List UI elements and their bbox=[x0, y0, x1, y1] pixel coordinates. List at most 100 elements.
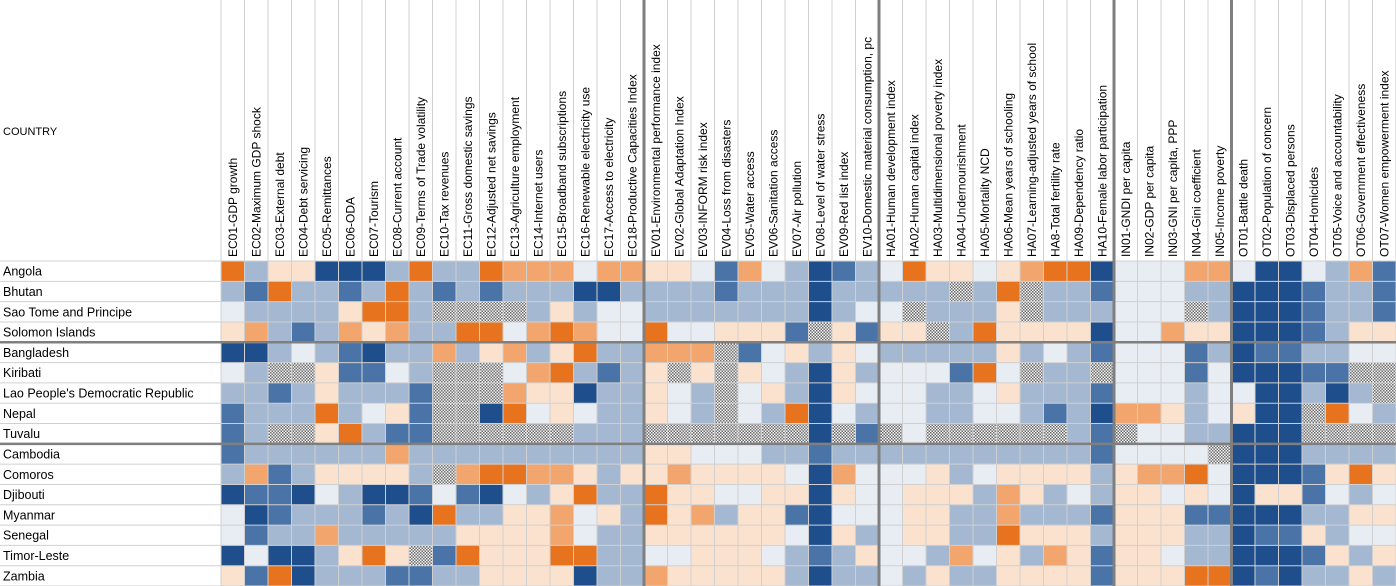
heatmap-cell bbox=[1255, 443, 1279, 465]
heatmap-cell bbox=[785, 484, 809, 506]
heatmap-cell bbox=[879, 464, 903, 485]
heatmap-cell bbox=[832, 525, 856, 546]
heatmap-cell bbox=[291, 525, 316, 546]
heatmap-cell bbox=[315, 403, 339, 424]
heatmap-cell bbox=[456, 464, 480, 485]
heatmap-cell bbox=[244, 301, 269, 323]
heatmap-cell bbox=[1208, 464, 1232, 485]
heatmap-cell bbox=[456, 321, 480, 343]
heatmap-cell bbox=[808, 301, 833, 323]
heatmap-cell bbox=[1043, 403, 1068, 424]
heatmap-cell bbox=[832, 281, 856, 302]
heatmap-cell bbox=[855, 301, 880, 323]
heatmap-cell bbox=[973, 382, 997, 404]
heatmap-cell bbox=[1114, 484, 1138, 506]
heatmap-cell bbox=[949, 342, 974, 363]
column-label: IN03-GNI per capita, PPP bbox=[1166, 120, 1180, 257]
heatmap-cell bbox=[456, 382, 480, 404]
heatmap-cell bbox=[244, 403, 269, 424]
heatmap-cell bbox=[926, 281, 950, 302]
heatmap-cell bbox=[785, 403, 809, 424]
heatmap-cell bbox=[362, 525, 386, 546]
heatmap-cell bbox=[550, 382, 574, 404]
heatmap-cell bbox=[996, 301, 1021, 323]
row-label: Lao People's Democratic Republic bbox=[3, 387, 194, 401]
heatmap-cell bbox=[879, 382, 903, 404]
heatmap-cell bbox=[1090, 342, 1115, 363]
heatmap-cell bbox=[926, 403, 950, 424]
heatmap-cell bbox=[479, 443, 504, 465]
heatmap-cell bbox=[855, 382, 880, 404]
heatmap-cell bbox=[1043, 281, 1068, 302]
heatmap-cell bbox=[691, 423, 715, 445]
heatmap-cell bbox=[926, 545, 950, 566]
heatmap-cell bbox=[855, 342, 880, 363]
column-labels: EC01-GDP growth EC02-Maximum GDP shock EC0… bbox=[226, 37, 1392, 257]
heatmap-cell bbox=[221, 281, 245, 302]
heatmap-cell bbox=[761, 382, 786, 404]
heatmap-cell bbox=[479, 301, 504, 323]
column-label: EC18-Productive Capacities Index bbox=[625, 74, 639, 257]
heatmap-cell bbox=[855, 525, 880, 546]
heatmap-cell bbox=[1090, 281, 1115, 302]
column-label: EC07-Tourism bbox=[367, 181, 381, 257]
heatmap-cell bbox=[1161, 281, 1185, 302]
heatmap-cell bbox=[879, 362, 903, 384]
heatmap-cell bbox=[714, 403, 739, 424]
heatmap-cell bbox=[644, 423, 668, 445]
heatmap-cell bbox=[926, 464, 950, 485]
heatmap-cell bbox=[456, 484, 480, 506]
heatmap-cell bbox=[667, 423, 692, 445]
heatmap-cell bbox=[409, 565, 433, 586]
row-label: Timor-Leste bbox=[3, 549, 69, 563]
heatmap-cell bbox=[1137, 565, 1162, 586]
column-label: EV04-Loss from disasters bbox=[719, 120, 733, 257]
heatmap-cell bbox=[597, 443, 621, 465]
heatmap-cell bbox=[1231, 261, 1256, 282]
heatmap-cell bbox=[1325, 281, 1350, 302]
heatmap-cell bbox=[526, 342, 551, 363]
heatmap-cell bbox=[714, 504, 739, 526]
heatmap-cell bbox=[1043, 342, 1068, 363]
heatmap-cell bbox=[503, 301, 527, 323]
heatmap-cell bbox=[714, 464, 739, 485]
heatmap-cell bbox=[738, 464, 762, 485]
heatmap-cell bbox=[338, 403, 363, 424]
heatmap-cell bbox=[667, 281, 692, 302]
heatmap-cell bbox=[409, 464, 433, 485]
heatmap-cell bbox=[1161, 382, 1185, 404]
heatmap-cell bbox=[550, 403, 574, 424]
heatmap-cell bbox=[1349, 362, 1373, 384]
heatmap-cell bbox=[761, 261, 786, 282]
heatmap-cell bbox=[1090, 504, 1115, 526]
heatmap-cell bbox=[1302, 565, 1326, 586]
heatmap-cell bbox=[1161, 464, 1185, 485]
heatmap-cell bbox=[785, 342, 809, 363]
heatmap-cell bbox=[409, 321, 433, 343]
heatmap-cell bbox=[479, 342, 504, 363]
column-label: EC17-Access to electricity bbox=[602, 118, 616, 257]
heatmap-cell bbox=[949, 504, 974, 526]
heatmap-cell bbox=[808, 403, 833, 424]
heatmap-cell bbox=[1137, 321, 1162, 343]
heatmap-cell bbox=[902, 545, 927, 566]
heatmap-cell bbox=[738, 403, 762, 424]
heatmap-cell bbox=[667, 464, 692, 485]
heatmap-cell bbox=[338, 484, 363, 506]
column-label: EC13-Agriculture employment bbox=[508, 96, 522, 257]
row-label: Nepal bbox=[3, 407, 36, 421]
column-label: EC02-Maximum GDP shock bbox=[249, 106, 263, 257]
heatmap-cell bbox=[1372, 301, 1396, 323]
heatmap-cell bbox=[1067, 464, 1091, 485]
heatmap-cell bbox=[949, 362, 974, 384]
heatmap-cell bbox=[268, 545, 292, 566]
heatmap-cell bbox=[1231, 464, 1256, 485]
heatmap-cell bbox=[644, 281, 668, 302]
heatmap-cell bbox=[1137, 484, 1162, 506]
heatmap-cell bbox=[1137, 281, 1162, 302]
heatmap-cell bbox=[479, 403, 504, 424]
heatmap-cell bbox=[855, 321, 880, 343]
column-label: EC06-ODA bbox=[343, 197, 357, 257]
heatmap-cell bbox=[268, 261, 292, 282]
heatmap-cell bbox=[644, 484, 668, 506]
